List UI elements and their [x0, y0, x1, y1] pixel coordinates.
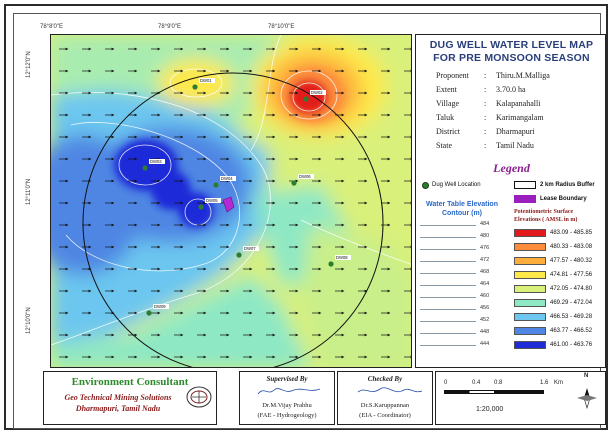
legend-panel: DUG WELL WATER LEVEL MAP FOR PRE MONSOON…	[415, 34, 606, 368]
top-coord-label: 78°10'0"E	[268, 24, 295, 30]
flow-arrows	[59, 47, 411, 359]
surface-title: Potentiometric Surface	[514, 209, 574, 215]
info-value: Tamil Nadu	[496, 141, 534, 150]
range-swatch	[514, 229, 546, 237]
range-swatch	[514, 313, 546, 321]
lease-symbol	[514, 195, 536, 203]
range-label: 463.77 - 466.52	[550, 328, 593, 334]
checked-box: Checked By Dr.S.Karuppannan (EIA - Coord…	[337, 371, 433, 425]
range-label: 461.00 - 463.76	[550, 342, 593, 348]
info-value: Dharmapuri	[496, 127, 535, 136]
top-coord-label: 78°9'0"E	[158, 24, 182, 30]
scale-box: 0 0.4 0.8 1.6 Km 1:20,000 N	[435, 371, 606, 425]
company-logo-icon	[186, 386, 212, 408]
supervisor-role: (FAE - Hydrogeology)	[257, 412, 317, 419]
checker-role: (EIA - Coordinator)	[359, 412, 411, 419]
range-label: 472.05 - 474.80	[550, 286, 593, 292]
footer: Environment Consultant Geo Technical Min…	[43, 371, 606, 425]
range-label: 474.81 - 477.56	[550, 272, 593, 278]
consultant-title: Environment Consultant	[71, 376, 189, 388]
map-canvas: DW01 DW02 DW03 DW04 DW05 DW06 DW07 DW08 …	[51, 35, 411, 367]
lease-label: Lease Boundary	[540, 196, 587, 202]
radius-buffer-circle	[82, 72, 384, 367]
info-value: Karimangalam	[496, 113, 544, 122]
signature-icon	[257, 388, 321, 395]
range-swatch	[514, 341, 546, 349]
legend-title: Legend	[493, 161, 530, 175]
scale-tick: 0	[444, 380, 448, 386]
supervisor-name: Dr.M.Vijay Prabhu	[262, 402, 312, 409]
well-label: DW03	[150, 159, 162, 164]
map-title-line1: DUG WELL WATER LEVEL MAP	[429, 39, 594, 51]
well-label: DW02	[311, 90, 323, 95]
range-label: 480.33 - 483.08	[550, 244, 593, 250]
scale-bar	[444, 390, 544, 394]
scale-tick: 0.4	[472, 380, 481, 386]
buffer-symbol	[514, 181, 536, 189]
dug-well-symbol	[422, 182, 429, 189]
range-swatch	[514, 327, 546, 335]
lease-boundary-polygon	[222, 196, 235, 213]
contour-title-2: Contour (m)	[441, 210, 483, 217]
consultant-box: Environment Consultant Geo Technical Min…	[43, 371, 217, 425]
left-coord-label: 12°11'0"N	[26, 178, 32, 205]
checked-header: Checked By	[367, 375, 403, 383]
scale-unit: Km	[554, 380, 563, 386]
info-key: District	[436, 127, 460, 136]
scale-ratio: 1:20,000	[476, 406, 504, 413]
checker-name: Dr.S.Karuppannan	[360, 402, 410, 409]
north-label: N	[584, 373, 589, 379]
range-label: 483.09 - 485.85	[550, 230, 593, 236]
well-label: DW06	[299, 174, 311, 179]
well-label: DW04	[221, 176, 233, 181]
supervised-header: Supervised By	[266, 375, 308, 383]
left-coord-label: 12°12'0"N	[26, 51, 32, 78]
left-coord-label: 12°10'0"N	[26, 307, 32, 334]
map-title-line2: FOR PRE MONSOON SEASON	[433, 52, 590, 64]
well-label: DW08	[336, 255, 348, 260]
signature-icon	[357, 387, 423, 393]
info-value: Kalapanahalli	[496, 99, 541, 108]
well-label: DW01	[200, 78, 212, 83]
well-points	[142, 78, 351, 316]
well-label: DW09	[154, 304, 166, 309]
well-labels: DW01 DW02 DW03 DW04 DW05 DW06 DW07 DW08 …	[150, 78, 348, 309]
range-label: 477.57 - 480.32	[550, 258, 593, 264]
range-swatch	[514, 257, 546, 265]
supervised-box: Supervised By Dr.M.Vijay Prabhu (FAE - H…	[239, 371, 335, 425]
buffer-label: 2 km Radius Buffer	[540, 182, 595, 188]
contour-title: Water Table Elevation	[426, 201, 498, 208]
range-swatch	[514, 243, 546, 251]
well-label: DW05	[206, 198, 218, 203]
info-key: Extent	[436, 85, 457, 94]
range-label: 469.29 - 472.04	[550, 300, 593, 306]
surface-title-2: Elevations ( AMSL in m)	[514, 217, 578, 223]
range-label: 466.53 - 469.28	[550, 314, 593, 320]
range-swatch	[514, 271, 546, 279]
info-key: Taluk	[436, 113, 455, 122]
north-arrow-icon	[577, 388, 597, 410]
well-label: DW07	[244, 246, 256, 251]
info-value: Thiru.M.Malliga	[496, 71, 550, 80]
info-value: 3.70.0 ha	[496, 85, 526, 94]
water-level-map[interactable]: DW01 DW02 DW03 DW04 DW05 DW06 DW07 DW08 …	[50, 34, 412, 368]
consultant-line1: Geo Technical Mining Solutions	[64, 393, 172, 402]
range-swatch	[514, 299, 546, 307]
range-swatch	[514, 285, 546, 293]
consultant-line2: Dharmapuri, Tamil Nadu	[75, 404, 161, 413]
scale-tick: 1.6	[540, 380, 549, 386]
info-key: Village	[436, 99, 460, 108]
info-key: State	[436, 141, 452, 150]
top-coord-label: 78°8'0"E	[40, 24, 64, 30]
info-key: Proponent	[436, 71, 469, 80]
scale-tick: 0.8	[494, 380, 503, 386]
dug-well-label: Dug Well Location	[432, 182, 481, 188]
